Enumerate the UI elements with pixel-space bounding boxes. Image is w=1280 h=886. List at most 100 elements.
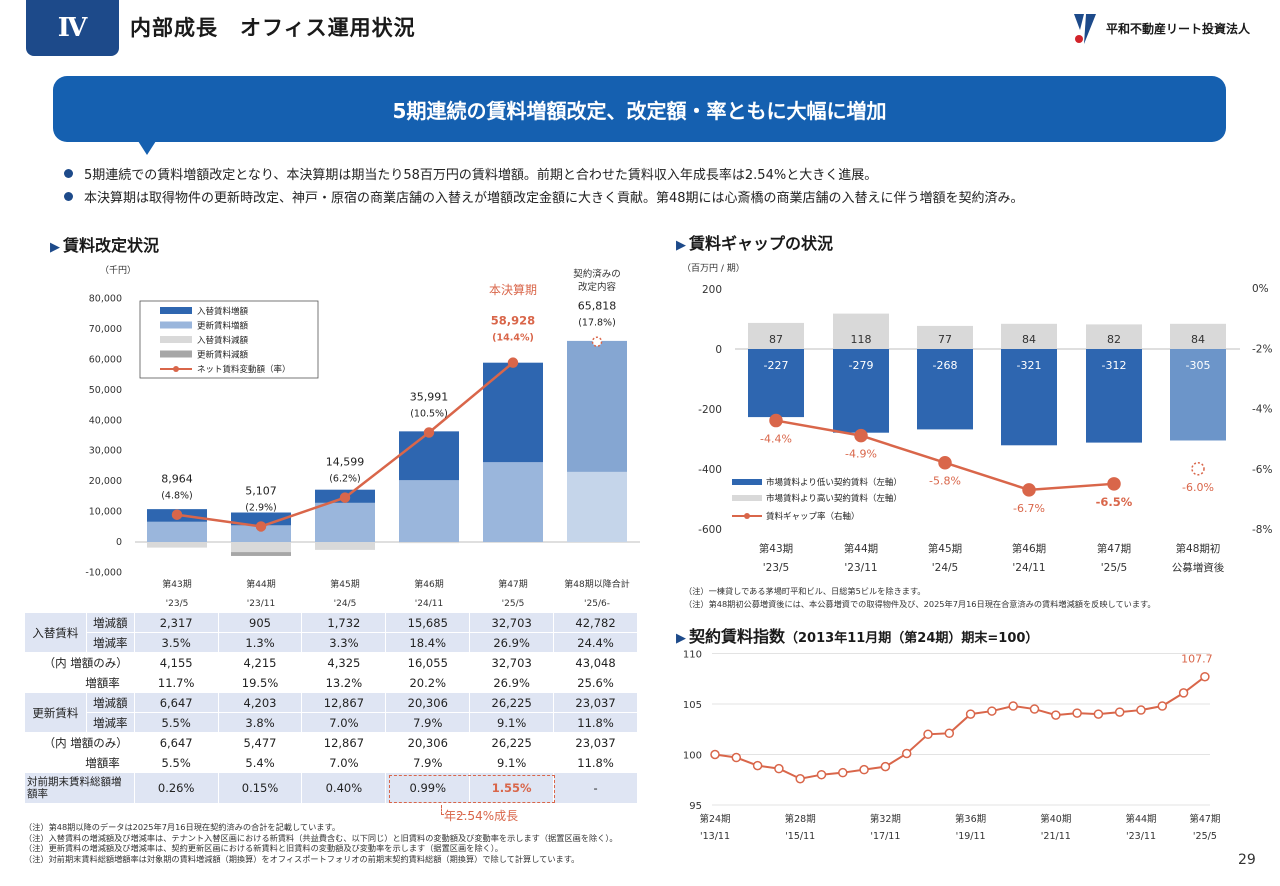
y2-tick-label: -2%: [1252, 343, 1272, 355]
index-point: [1072, 708, 1082, 718]
row-label: 増額率: [24, 752, 135, 773]
table-cell: 16,055: [385, 652, 471, 673]
legend-swatch: [160, 307, 192, 314]
footnotes-right: （注）一棟貸しである茅場町平和ビル、日総第5ビルを除きます。 （注）第48期初公…: [684, 585, 1156, 610]
table-cell: 19.5%: [217, 672, 303, 693]
x-tick-label: 第45期: [330, 578, 359, 590]
triangle-icon: ▶: [676, 631, 686, 646]
net-rate-label: (2.9%): [245, 502, 277, 513]
bar-below-market: [917, 349, 973, 430]
bar-renewal-increase: [567, 471, 627, 542]
net-rate-label: (6.2%): [329, 474, 361, 485]
below-market-label: -305: [1186, 359, 1211, 372]
x-tick-label: '15/11: [785, 831, 815, 842]
rent-revision-table: 入替賃料 増減額 2,317 905 1,732 15,685 32,703 42,782 増減…: [24, 612, 638, 804]
row-label: 増減率: [85, 632, 135, 653]
bar-below-market: [1001, 349, 1057, 446]
table-row: 更新賃料 増減額 6,647 4,203 12,867 20,306 26,225 23,03…: [24, 692, 638, 733]
index-point: [880, 761, 891, 772]
bar-replacement-increase: [399, 431, 459, 481]
x-tick-label: 第36期: [955, 813, 986, 825]
x-tick-label: '21/11: [1041, 831, 1071, 842]
table-cell: 1.3%: [217, 632, 303, 653]
table-cell: 7.0%: [301, 712, 387, 733]
above-market-label: 82: [1107, 333, 1121, 346]
legend-swatch: [160, 321, 192, 329]
table-cell: 26,225: [469, 732, 555, 753]
x-tick-label: '24/5: [932, 562, 958, 574]
table-row: 増減率 5.5% 3.8% 7.0% 7.9% 9.1% 11.8%: [25, 712, 638, 733]
table-cell: 9.1%: [469, 752, 555, 773]
index-point: [1200, 671, 1210, 682]
table-cell: 4,155: [133, 652, 219, 673]
contracted-annotation: 契約済みの: [573, 268, 621, 280]
bar-below-market: [833, 349, 889, 433]
legend-swatch: [160, 336, 192, 343]
footnote: （注）一棟貸しである茅場町平和ビル、日総第5ビルを除きます。: [684, 586, 926, 596]
table-cell: 26.9%: [469, 672, 555, 693]
x-tick-label: 第44期: [246, 578, 275, 590]
y-tick-label: -400: [698, 464, 722, 476]
bar-below-market: [748, 349, 804, 418]
x-tick-label: 第46期: [1012, 542, 1046, 555]
company-name: 平和不動産リート投資法人: [1106, 22, 1251, 36]
x-tick-label: 第47期: [1097, 542, 1131, 555]
row-label: 増額率: [24, 672, 135, 693]
x-tick-label: '25/5: [1101, 562, 1127, 574]
bar-replacement-increase: [567, 340, 627, 472]
index-point: [1157, 701, 1168, 711]
gap-rate-label: -6.5%: [1096, 495, 1133, 509]
x-tick-label: 第32期: [870, 813, 901, 825]
table-cell: 43,048: [553, 652, 638, 673]
gap-rate-label: -6.7%: [1013, 502, 1045, 515]
table-cell: 1,732: [301, 612, 387, 633]
net-rate-label: (14.4%): [492, 333, 534, 344]
row-group-label: 入替賃料: [24, 612, 87, 653]
legend-label: 更新賃料増額: [197, 321, 249, 332]
legend-label: 市場賃料より低い契約賃料（左軸）: [766, 477, 902, 488]
x-tick-label: 第45期: [928, 542, 962, 555]
table-cell: 7.0%: [301, 752, 387, 773]
footnotes-left: （注）第48期以降のデータは2025年7月16日現在契約済みの合計を記載していま…: [24, 822, 618, 864]
y2-tick-label: -8%: [1252, 524, 1272, 536]
table-cell: 7.9%: [385, 752, 471, 773]
table-cell: 15,685: [385, 612, 471, 633]
bar-renewal-increase: [399, 480, 459, 542]
table-cell: 26,225: [469, 692, 555, 713]
x-tick-label: 第43期: [162, 578, 191, 590]
rent-revision-heading: ▶ 賃料改定状況: [50, 232, 159, 256]
y-axis-unit: （千円）: [100, 265, 136, 276]
net-change-point: [591, 336, 603, 347]
table-row: （内 増額のみ） 4,155 4,215 4,325 16,055 32,703 43,04…: [24, 652, 638, 673]
gap-rate-point: [1022, 483, 1036, 497]
table-cell: 24.4%: [553, 632, 638, 653]
rent-gap-heading-text: 賃料ギャップの状況: [689, 234, 834, 253]
index-point: [1114, 707, 1125, 717]
table-cell: 32,703: [469, 612, 555, 633]
y-tick-label: 0: [715, 344, 722, 356]
x-tick-label: 第44期: [844, 542, 878, 555]
table-cell: 6,647: [133, 732, 219, 753]
table-cell: 23,037: [553, 692, 638, 713]
bar-replacement-increase: [483, 362, 543, 463]
bar-replacement-decrease: [567, 542, 627, 543]
x-tick-label: '19/11: [956, 831, 986, 842]
net-rate-label: (10.5%): [410, 408, 448, 419]
index-point: [816, 769, 827, 780]
y-tick-label: 200: [702, 284, 722, 296]
gap-rate-label: -4.4%: [760, 433, 792, 446]
highlight-box: [389, 775, 555, 803]
row-label: （内 増額のみ）: [24, 652, 135, 673]
legend-label: ネット賃料変動額（率）: [197, 364, 291, 375]
gap-rate-point: [938, 455, 952, 470]
rent-revision-heading-text: 賃料改定状況: [63, 236, 160, 255]
x-tick-label: 第47期: [498, 578, 527, 590]
table-cell: 905: [217, 612, 303, 633]
row-label: （内 増額のみ）: [24, 732, 135, 753]
table-cell: 11.8%: [553, 752, 638, 773]
table-cell: 4,215: [217, 652, 303, 673]
table-cell: 3.3%: [301, 632, 387, 653]
x-tick-label: 第48期以降合計: [564, 578, 629, 590]
company-logo-icon: [1074, 14, 1096, 44]
net-change-label: 5,107: [245, 484, 277, 497]
